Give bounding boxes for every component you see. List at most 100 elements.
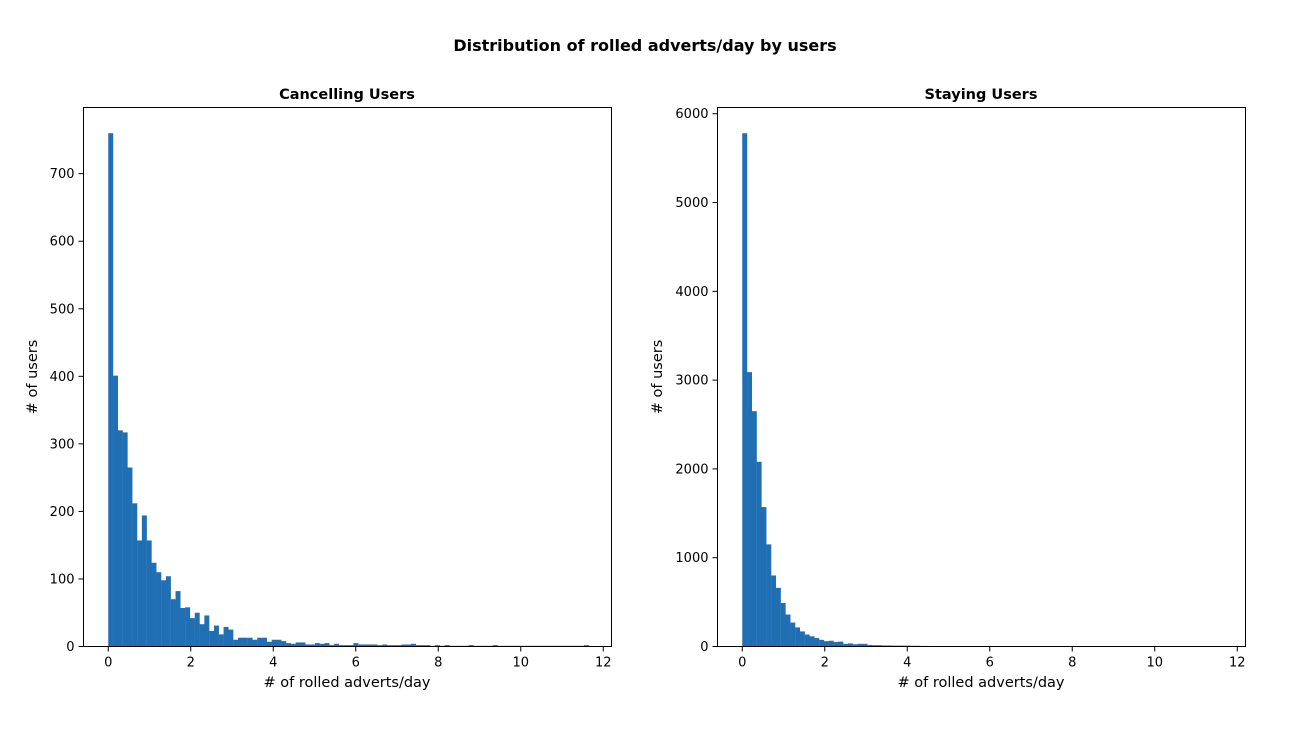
figure-title: Distribution of rolled adverts/day by us…: [453, 36, 836, 55]
histogram-bar: [406, 644, 412, 647]
histogram-bar: [492, 645, 498, 647]
histogram-bar: [185, 607, 191, 647]
y-axis-ticks: 0 1000 2000 3000 4000 5000 6000: [675, 107, 718, 655]
histogram-bar: [324, 643, 330, 647]
histogram-bar: [838, 641, 844, 647]
histogram-bar: [771, 575, 777, 647]
histogram-bar: [189, 618, 195, 647]
histogram-bar: [804, 634, 810, 647]
histogram-bar: [175, 591, 181, 647]
histogram-bar: [872, 645, 877, 647]
y-tick-label: 200: [50, 505, 75, 520]
x-tick-label: 6: [352, 656, 360, 671]
histogram-bar: [862, 643, 868, 647]
histogram-bar: [122, 432, 128, 647]
y-tick-label: 100: [50, 572, 75, 587]
histogram-bar: [425, 645, 431, 647]
panel-title: Staying Users: [925, 87, 1038, 103]
histogram-bar: [852, 644, 858, 647]
histogram-bar: [194, 612, 200, 647]
histogram-bar: [266, 641, 272, 647]
x-tick-label: 0: [104, 656, 112, 671]
histogram-bar: [117, 430, 123, 647]
histogram-bar: [310, 644, 316, 647]
histogram-bar: [151, 562, 157, 647]
histogram-bar: [386, 645, 392, 647]
x-tick-label: 4: [903, 656, 911, 671]
x-tick-label: 12: [595, 656, 612, 671]
histogram-bar: [756, 461, 762, 647]
histogram-bar: [382, 644, 388, 647]
histogram-bar: [218, 634, 224, 647]
histogram-bar: [170, 599, 176, 647]
histogram-bar: [257, 637, 263, 647]
histogram-bar: [372, 644, 378, 647]
x-tick-label: 10: [512, 656, 529, 671]
y-tick-label: 300: [50, 437, 75, 452]
histogram-bar: [886, 645, 892, 647]
y-axis-label: # of users: [650, 340, 666, 415]
histogram-bar: [165, 576, 171, 647]
histogram-bar: [814, 638, 820, 647]
plot-frame: [717, 107, 1246, 647]
y-tick-label: 0: [66, 640, 74, 655]
x-axis-ticks: 0 2 4 6 8 10 12: [104, 646, 612, 671]
histogram-bar: [790, 622, 796, 647]
histogram-bar: [747, 372, 753, 647]
x-tick-label: 2: [821, 656, 829, 671]
y-tick-label: 500: [50, 302, 75, 317]
histogram-bar: [435, 645, 440, 647]
histogram-bar: [833, 642, 839, 647]
y-axis-ticks: 0 100 200 300 400 500 600 700: [50, 167, 84, 655]
histogram-bar: [353, 643, 359, 647]
histogram-bar: [411, 643, 416, 647]
histogram-bar: [247, 637, 253, 647]
y-tick-label: 6000: [675, 107, 708, 122]
histogram-bar: [857, 643, 863, 647]
histogram-bar: [199, 624, 205, 647]
histogram-bar: [286, 643, 292, 647]
histogram-bar: [113, 375, 119, 647]
histogram-bar: [396, 645, 402, 647]
histogram-bar: [819, 639, 825, 647]
x-axis-label: # of rolled adverts/day: [264, 675, 431, 691]
histogram-bar: [742, 133, 748, 647]
x-tick-label: 2: [187, 656, 195, 671]
histogram-bar: [401, 644, 407, 647]
histogram-bar: [876, 645, 882, 647]
histogram-bar: [338, 645, 344, 647]
histogram-bar: [161, 580, 167, 647]
panel-title: Cancelling Users: [279, 87, 415, 103]
plot-frame: [83, 107, 612, 647]
histogram-bar: [780, 602, 786, 647]
histogram-bar: [828, 640, 834, 647]
y-tick-label: 700: [50, 167, 75, 182]
histogram-bar: [348, 645, 354, 647]
histogram-bar: [319, 643, 325, 647]
histogram-bar: [146, 540, 152, 647]
histogram-bar: [127, 467, 133, 647]
histogram-bar: [775, 587, 781, 647]
y-tick-label: 0: [700, 640, 708, 655]
histogram-bar: [444, 645, 450, 647]
histogram-bar: [391, 645, 397, 647]
histogram-bar: [843, 643, 849, 647]
histogram-bar: [252, 639, 258, 647]
histogram-bar: [799, 631, 805, 647]
histogram-bar: [271, 639, 277, 647]
histogram-bar: [314, 643, 320, 647]
y-tick-label: 1000: [675, 551, 708, 566]
staying-users-panel: Staying Users 0 2 4 6 8 10 12 0 1000 2000 3000 400…: [650, 87, 1246, 691]
x-tick-label: 8: [1068, 656, 1076, 671]
histogram-bar: [276, 639, 282, 647]
histogram-bar: [377, 645, 383, 647]
histogram-bar: [343, 645, 349, 647]
histogram-bar: [137, 540, 143, 647]
y-axis-label: # of users: [25, 340, 41, 415]
y-tick-label: 5000: [675, 196, 708, 211]
histogram-bar: [881, 645, 887, 647]
x-tick-label: 12: [1229, 656, 1246, 671]
histogram-bar: [262, 637, 267, 647]
histogram-bar: [204, 615, 210, 647]
